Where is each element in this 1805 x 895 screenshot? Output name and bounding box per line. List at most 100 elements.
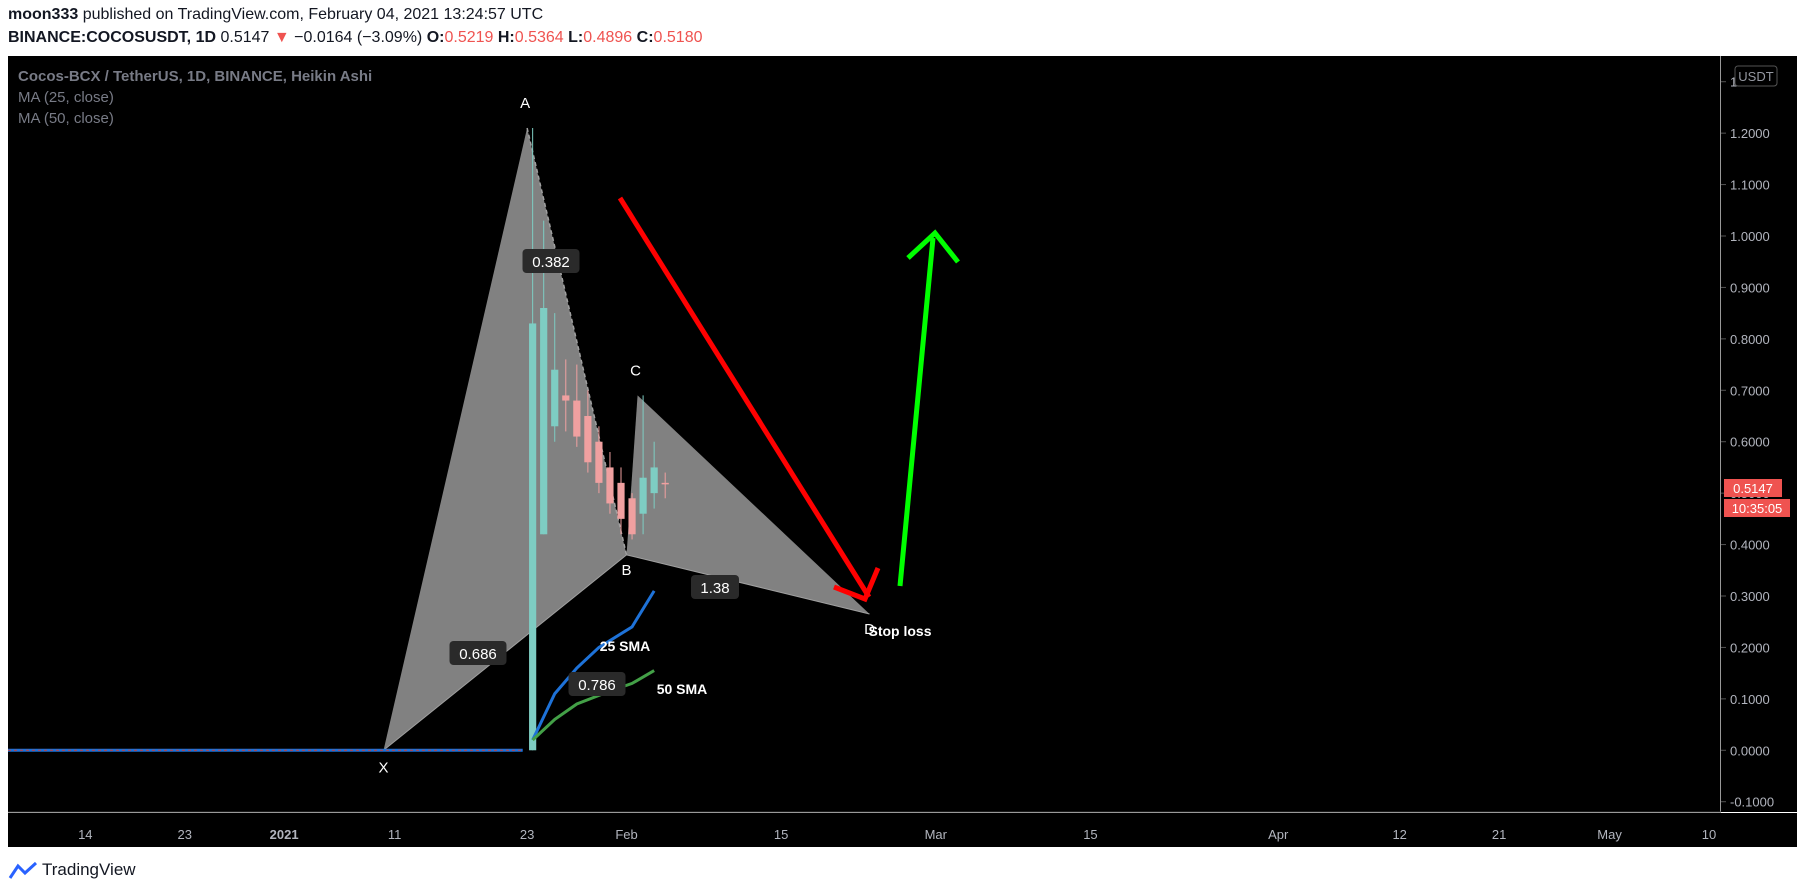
candle-body xyxy=(617,482,625,519)
last-price: 0.5147 xyxy=(220,29,270,46)
time-tick-label: 23 xyxy=(177,827,191,842)
low-label: L: xyxy=(568,29,584,46)
price-tick-label: 0.9000 xyxy=(1730,280,1770,295)
candle-body xyxy=(529,323,537,751)
price-axis[interactable] xyxy=(1721,56,1797,812)
pattern-point-b: B xyxy=(622,562,632,579)
time-tick-label: Mar xyxy=(925,827,948,842)
time-tick-label: Apr xyxy=(1268,827,1289,842)
bd-leg xyxy=(626,554,870,615)
price-tick-label: 0.4000 xyxy=(1730,538,1770,553)
ratio-label: 0.382 xyxy=(532,254,570,271)
price-tick-label: 0.6000 xyxy=(1730,435,1770,450)
price-tick-label: 0.8000 xyxy=(1730,332,1770,347)
time-tick-label: 15 xyxy=(774,827,788,842)
publish-info: moon333 published on TradingView.com, Fe… xyxy=(8,6,543,24)
red-arrow[interactable] xyxy=(617,196,872,599)
price-tick-label: 0.3000 xyxy=(1730,589,1770,604)
price-tick-label: 0.2000 xyxy=(1730,640,1770,655)
countdown-value: 10:35:05 xyxy=(1732,501,1783,516)
ratio-label: 1.38 xyxy=(700,580,729,597)
ratio-label: 0.786 xyxy=(578,677,616,694)
countdown-tag xyxy=(1724,499,1790,517)
candle-body xyxy=(595,441,603,483)
red-arrow-head xyxy=(833,567,881,603)
price-tick-label: 0.0000 xyxy=(1730,743,1770,758)
price-change: −0.0164 (−3.09%) xyxy=(294,29,423,46)
price-tick-label: -0.1000 xyxy=(1730,795,1774,810)
annotation-text: 50 SMA xyxy=(657,681,708,697)
green-arrow[interactable] xyxy=(897,237,936,587)
legend-title[interactable]: Cocos-BCX / TetherUS, 1D, BINANCE, Heiki… xyxy=(18,68,372,85)
time-tick-label: 15 xyxy=(1083,827,1097,842)
high-label: H: xyxy=(497,29,515,46)
ratio-label: 0.686 xyxy=(459,646,497,663)
bcd-triangle xyxy=(626,395,870,614)
close-label: C: xyxy=(636,29,654,46)
tradingview-logo-icon xyxy=(8,861,38,879)
candle-body xyxy=(628,498,636,535)
annotation-text: Stop loss xyxy=(868,623,931,639)
pattern-labels: X A B C D 0.382 0.686 1.38 0.786 25 SMA 50 SMA Stop… xyxy=(379,95,932,776)
time-tick-label: 23 xyxy=(520,827,534,842)
chart-area[interactable] xyxy=(8,56,1720,812)
pattern-point-a: A xyxy=(520,95,530,112)
price-tick-label: 1.1000 xyxy=(1730,178,1770,193)
ratio-badge xyxy=(568,672,626,696)
high-value: 0.5364 xyxy=(514,29,564,46)
currency-badge[interactable] xyxy=(1734,65,1778,87)
published-text: published on TradingView.com, February 0… xyxy=(82,6,544,23)
time-tick-label: 21 xyxy=(1492,827,1506,842)
currency-label: USDT xyxy=(1738,69,1773,84)
legend-ma50[interactable]: MA (50, close) xyxy=(18,110,114,127)
price-tick-label: 0.1000 xyxy=(1730,692,1770,707)
annotation-text: 25 SMA xyxy=(600,638,651,654)
price-tag-value: 0.5147 xyxy=(1733,481,1773,496)
price-tag xyxy=(1724,479,1782,497)
xab-triangle xyxy=(383,128,627,751)
symbol-info: BINANCE:COCOSUSDT, 1D 0.5147 ▼ −0.0164 (… xyxy=(8,29,702,47)
ratio-badge xyxy=(691,575,739,599)
time-axis[interactable] xyxy=(8,813,1797,847)
open-value: 0.5219 xyxy=(444,29,494,46)
brand-name: TradingView xyxy=(42,860,136,879)
time-axis-ticks: 14 23 2021 11 23 Feb 15 Mar 15 Apr 12 21 May 10 xyxy=(78,827,1716,842)
ma50-line xyxy=(531,669,655,742)
time-tick-label: 2021 xyxy=(270,827,299,842)
moving-averages xyxy=(531,590,656,742)
time-tick-label: 12 xyxy=(1392,827,1406,842)
price-tick-label: 1.2000 xyxy=(1730,126,1770,141)
tradingview-brand[interactable]: TradingView xyxy=(8,860,136,880)
price-tick-label: 0.7000 xyxy=(1730,383,1770,398)
candle-body xyxy=(540,308,548,535)
price-tick-label: 1.0000 xyxy=(1730,229,1770,244)
low-value: 0.4896 xyxy=(583,29,633,46)
open-label: O: xyxy=(426,29,445,46)
candle-body xyxy=(562,395,570,401)
ratio-badge xyxy=(449,641,507,665)
candle-body xyxy=(639,477,647,514)
ma25-line xyxy=(531,590,656,741)
candle-body xyxy=(551,369,559,427)
green-arrow-head xyxy=(906,229,960,264)
time-tick-label: May xyxy=(1597,827,1622,842)
candle-body xyxy=(573,400,581,437)
pattern-point-x: X xyxy=(379,759,389,776)
ratio-badge xyxy=(522,249,580,273)
time-tick-label: Feb xyxy=(615,827,637,842)
candle-body xyxy=(661,482,669,485)
candle-body xyxy=(584,416,592,463)
time-tick-label: 10 xyxy=(1702,827,1716,842)
time-tick-label: 14 xyxy=(78,827,92,842)
close-value: 0.5180 xyxy=(653,29,703,46)
symbol-name: BINANCE:COCOSUSDT, 1D xyxy=(8,29,217,46)
legend-ma25[interactable]: MA (25, close) xyxy=(18,89,114,106)
candle-body xyxy=(606,467,614,504)
time-tick-label: 11 xyxy=(388,827,402,842)
arrows[interactable] xyxy=(617,196,960,603)
pattern-point-d: D xyxy=(864,621,875,638)
candle-body xyxy=(650,467,658,494)
author-name[interactable]: moon333 xyxy=(8,6,79,23)
change-down-icon: ▼ xyxy=(273,29,290,46)
